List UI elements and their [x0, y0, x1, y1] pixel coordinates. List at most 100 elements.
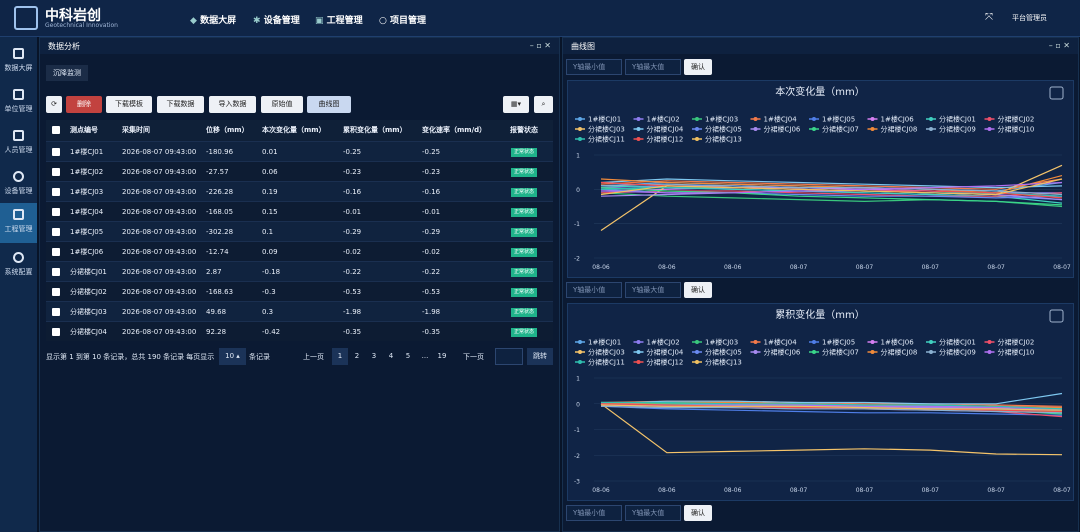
confirm-button[interactable]: 确认 [684, 505, 712, 521]
legend-item[interactable]: 1#楼CJ03 [692, 338, 738, 347]
page-button[interactable]: 19 [437, 352, 447, 360]
y-min-input[interactable]: Y轴最小值 [566, 59, 622, 75]
legend-item[interactable]: 分裙楼CJ01 [926, 115, 976, 124]
side-item-active[interactable]: 工程管理 [0, 203, 37, 243]
page-button[interactable]: 1 [332, 348, 348, 365]
nav-item[interactable]: ○ 项目管理 [379, 16, 427, 26]
page-button[interactable]: 5 [405, 352, 411, 360]
legend-item[interactable]: 1#楼CJ02 [633, 115, 680, 124]
toolbar-button[interactable]: 下载模板 [106, 96, 152, 113]
confirm-button[interactable]: 确认 [684, 59, 712, 75]
legend-item[interactable]: 分裙楼CJ07 [809, 348, 859, 357]
nav-item[interactable]: ◆ 数据大屏 [190, 16, 237, 26]
columns-button[interactable]: ▦▾ [503, 96, 529, 113]
toolbar-button[interactable]: 下载数据 [157, 96, 204, 113]
legend-item[interactable]: 分裙楼CJ13 [692, 358, 742, 367]
fullscreen-icon[interactable]: ⤧ [985, 12, 993, 23]
nav-item[interactable]: ✱ 设备管理 [253, 16, 300, 26]
checkbox[interactable] [52, 208, 60, 216]
legend-label: 1#楼CJ06 [881, 115, 915, 124]
legend-item[interactable]: 1#楼CJ06 [867, 115, 915, 124]
legend-dot [695, 127, 699, 131]
legend-item[interactable]: 1#楼CJ04 [750, 115, 798, 124]
tab[interactable]: 沉降监测 [46, 65, 88, 81]
legend-item[interactable]: 分裙楼CJ09 [926, 348, 976, 357]
legend-item[interactable]: 分裙楼CJ06 [750, 125, 801, 134]
legend-item[interactable]: 分裙楼CJ04 [633, 125, 684, 134]
side-item[interactable]: 单位管理 [0, 83, 37, 123]
checkbox[interactable] [52, 328, 60, 336]
page-button[interactable]: 3 [371, 352, 377, 360]
legend-item[interactable]: 分裙楼CJ11 [575, 358, 625, 367]
legend-item[interactable]: 分裙楼CJ05 [692, 125, 742, 134]
toolbar-button[interactable]: 曲线图 [307, 96, 351, 113]
page-button[interactable]: 2 [354, 352, 360, 360]
legend-item[interactable]: 分裙楼CJ10 [984, 125, 1035, 134]
legend-item[interactable]: 分裙楼CJ10 [984, 348, 1035, 357]
page-button[interactable]: 4 [388, 352, 394, 360]
legend-item[interactable]: 分裙楼CJ01 [926, 338, 976, 347]
legend-item[interactable]: 1#楼CJ01 [575, 338, 621, 347]
checkbox[interactable] [52, 288, 60, 296]
page-size-select[interactable]: 10 ▴ [219, 348, 246, 365]
legend-item[interactable]: 分裙楼CJ12 [633, 135, 684, 144]
legend-item[interactable]: 分裙楼CJ11 [575, 135, 625, 144]
table-cell: -0.16 [422, 188, 441, 196]
side-item[interactable]: 数据大屏 [0, 42, 37, 82]
legend-item[interactable]: 1#楼CJ05 [809, 338, 855, 347]
legend-item[interactable]: 分裙楼CJ03 [575, 125, 625, 134]
y-max-input[interactable]: Y轴最大值 [625, 59, 681, 75]
legend-item[interactable]: 分裙楼CJ09 [926, 125, 976, 134]
checkbox[interactable] [52, 268, 60, 276]
user[interactable]: 平台管理员 [1012, 14, 1047, 22]
legend-item[interactable]: 1#楼CJ01 [575, 115, 621, 124]
y-max-input[interactable]: Y轴最大值 [625, 282, 681, 298]
legend-item[interactable]: 1#楼CJ02 [633, 338, 680, 347]
checkbox[interactable] [52, 148, 60, 156]
chart-menu[interactable] [1049, 309, 1064, 323]
page-button[interactable]: ... [421, 352, 429, 360]
checkbox[interactable] [52, 168, 60, 176]
legend-item[interactable]: 分裙楼CJ03 [575, 348, 625, 357]
side-item[interactable]: 人员管理 [0, 124, 37, 164]
y-min-input[interactable]: Y轴最小值 [566, 282, 622, 298]
legend-item[interactable]: 分裙楼CJ08 [867, 125, 918, 134]
legend-item[interactable]: 分裙楼CJ02 [984, 115, 1035, 124]
search-button[interactable]: ⌕ [534, 96, 553, 113]
y-max-input[interactable]: Y轴最大值 [625, 505, 681, 521]
window-controls[interactable]: – ▫ ✕ [529, 41, 551, 50]
legend-dot [695, 137, 699, 141]
jump-button[interactable]: 跳转 [527, 348, 553, 365]
window-controls[interactable]: – ▫ ✕ [1048, 41, 1070, 50]
checkbox[interactable] [52, 228, 60, 236]
checkbox[interactable] [52, 126, 60, 134]
toolbar-button[interactable]: 导入数据 [209, 96, 256, 113]
next-page[interactable]: 下一页 [463, 353, 484, 361]
checkbox[interactable] [52, 308, 60, 316]
side-item[interactable]: 系统配置 [0, 246, 37, 286]
legend-item[interactable]: 分裙楼CJ05 [692, 348, 742, 357]
chart-menu[interactable] [1049, 86, 1064, 100]
legend-item[interactable]: 1#楼CJ05 [809, 115, 855, 124]
legend-item[interactable]: 分裙楼CJ08 [867, 348, 918, 357]
legend-item[interactable]: 1#楼CJ06 [867, 338, 915, 347]
jump-input[interactable] [495, 348, 523, 365]
prev-page[interactable]: 上一页 [303, 353, 324, 361]
checkbox[interactable] [52, 248, 60, 256]
toolbar-button[interactable]: 原始值 [261, 96, 303, 113]
legend-item[interactable]: 分裙楼CJ12 [633, 358, 684, 367]
legend-item[interactable]: 分裙楼CJ07 [809, 125, 859, 134]
legend-item[interactable]: 分裙楼CJ04 [633, 348, 684, 357]
nav-item[interactable]: ▣ 工程管理 [315, 16, 363, 26]
side-item[interactable]: 设备管理 [0, 165, 37, 205]
legend-item[interactable]: 分裙楼CJ06 [750, 348, 801, 357]
confirm-button[interactable]: 确认 [684, 282, 712, 298]
delete-button[interactable]: 删除 [66, 96, 102, 113]
y-min-input[interactable]: Y轴最小值 [566, 505, 622, 521]
legend-item[interactable]: 1#楼CJ03 [692, 115, 738, 124]
legend-item[interactable]: 分裙楼CJ02 [984, 338, 1035, 347]
checkbox[interactable] [52, 188, 60, 196]
legend-item[interactable]: 1#楼CJ04 [750, 338, 798, 347]
refresh-button[interactable]: ⟳ [46, 96, 62, 113]
legend-item[interactable]: 分裙楼CJ13 [692, 135, 742, 144]
